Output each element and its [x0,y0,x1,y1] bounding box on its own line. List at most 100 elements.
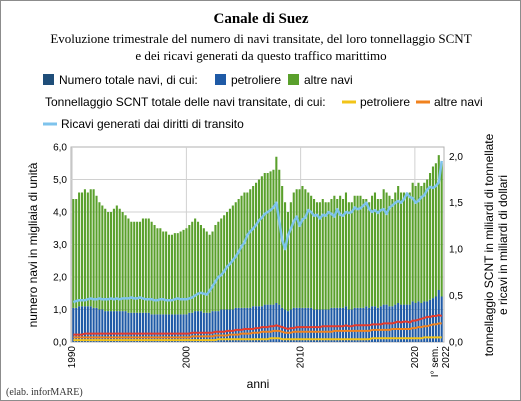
bar-tankers [344,306,348,342]
bar-tankers [199,311,202,342]
bar-other-ships [269,171,272,305]
bar-tankers [217,311,220,342]
bar-tankers [170,314,173,342]
bar-tankers [89,306,92,342]
line-other-tonnage [73,322,442,339]
bar-other-ships [101,205,104,310]
bar-tankers [304,307,307,342]
bar-other-ships [246,192,249,308]
bar-tankers [231,309,234,342]
x-tick-label-last-part-1: I° sem. [430,346,441,377]
legend-label-other-tonnage: altre navi [434,95,483,109]
bar-tankers [109,311,113,342]
bar-tankers [417,301,420,342]
bar-tankers [147,312,150,342]
bar-other-ships [414,186,417,303]
bar-other-ships [408,192,411,305]
bar-tankers [86,306,89,342]
bar-tankers [405,304,408,342]
bar-other-ships [107,212,110,312]
bar-other-ships [255,182,258,307]
bar-other-ships [266,173,269,305]
bar-other-ships [313,199,316,310]
bar-tankers [292,307,295,342]
bar-tankers [78,306,81,342]
bar-other-ships [226,212,229,310]
bar-tankers [249,307,252,342]
bar-other-ships [362,199,365,308]
bar-other-ships [199,225,202,312]
bar-other-ships [156,228,159,315]
bar-other-ships [356,195,359,308]
bar-tankers [112,311,115,342]
bar-tankers [80,306,84,342]
bar-other-ships [423,182,426,302]
bar-tankers [237,307,240,342]
bar-tankers [284,309,287,342]
bar-tankers [173,314,176,342]
bar-tankers [440,296,443,342]
bar-other-ships [391,199,394,307]
bar-other-ships [130,221,133,313]
bar-other-ships [141,218,144,313]
bar-other-ships [333,195,336,308]
bar-other-ships [89,189,92,307]
bar-tankers [313,309,316,342]
bar-tankers [275,303,278,342]
legend-swatch-tankers-ships [215,74,226,85]
bar-tankers [223,309,226,342]
bar-tankers [228,309,231,342]
bar-tankers [130,312,133,342]
bar-other-ships [240,195,243,308]
bar-other-ships [228,208,231,310]
bar-other-ships [315,202,319,310]
bar-tankers [179,314,182,342]
bar-tankers [365,306,368,342]
bar-other-ships [339,195,342,308]
bar-other-ships [115,205,118,312]
bar-other-ships [124,215,127,312]
bar-other-ships [243,192,246,308]
bar-other-ships [388,195,391,307]
bar-tankers [92,307,95,342]
bar-tankers [255,306,258,342]
y-left-tick-label: 6,0 [53,143,67,154]
bar-other-ships [202,228,205,313]
bar-other-ships [347,202,350,310]
bar-tankers [153,314,156,342]
bar-tankers [240,307,243,342]
bar-tankers [243,307,246,342]
y-axis-left-label: numero navi in migliaia di unità [26,162,40,327]
bar-other-ships [159,228,162,315]
bar-tankers [167,314,171,342]
bar-other-ships [112,208,115,312]
bar-tankers [310,307,313,342]
bar-tankers [272,304,275,342]
bar-other-ships [98,202,101,310]
bar-other-ships [217,221,220,312]
bar-other-ships [78,192,81,307]
bar-tankers [426,301,429,342]
bar-tankers [307,307,310,342]
legend-label-tankers-tonnage: petroliere [360,95,410,109]
bar-other-ships [373,192,377,307]
y-axis-right-label-line-1: tonnellaggio SCNT in miliardi di tonnell… [482,133,496,356]
bar-other-ships [127,218,130,313]
bar-tankers [246,307,249,342]
bar-other-ships [92,189,95,308]
bar-other-ships [185,228,188,315]
bar-tankers [431,298,435,342]
bar-tankers [98,309,101,342]
bar-tankers [333,307,336,342]
bar-tankers [295,307,298,342]
bar-tankers [429,299,432,342]
bar-other-ships [295,189,298,308]
bar-other-ships [182,229,185,315]
bar-other-ships [394,192,397,305]
bar-other-ships [150,221,153,315]
bar-other-ships [426,179,429,302]
bar-other-ships [275,156,278,303]
bar-tankers [342,307,345,342]
bar-tankers [95,307,98,342]
legend-label-other-ships: altre navi [304,73,353,87]
